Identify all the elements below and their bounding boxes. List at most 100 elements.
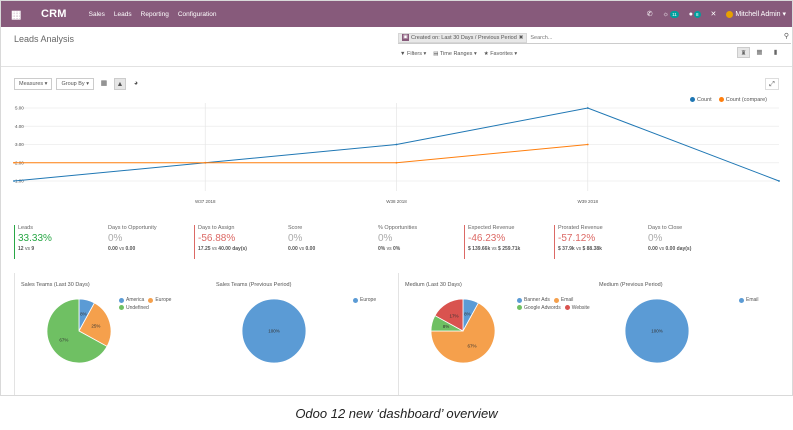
menu-sales[interactable]: Sales [88,10,105,18]
kpi-label: Days to Assign [198,225,235,231]
kpi-previous: 9 [31,246,35,252]
pie-legend-item[interactable]: Banner Ads [517,297,550,303]
legend-label: Undefined [126,304,149,311]
kpi-card[interactable]: Days to Assign -56.88% 17.25 vs 40.00 day(… [194,225,284,259]
legend-label: America [126,297,145,303]
data-point[interactable] [395,143,398,146]
time-ranges-dropdown[interactable]: ▤ Time Ranges ▾ [433,51,477,57]
kpi-previous: $ 259.71k [498,246,521,252]
kpi-card[interactable]: Prorated Revenue -57.12% $ 37.9k vs $ 88.3… [554,225,644,259]
pie-legend-item[interactable]: Europe [148,297,171,303]
kpi-card[interactable]: Days to Close 0% 0.00 vs 0.00 day(s) [644,225,734,259]
pie-legend-item[interactable]: Undefined [119,305,149,311]
data-point[interactable] [586,143,589,146]
pie-legend: Europe [353,297,393,305]
pie-slice[interactable] [78,302,112,347]
legend-dot [148,297,154,303]
data-point[interactable] [13,180,15,182]
legend-dot [718,97,724,103]
filters-dropdown[interactable]: ▼ Filters ▾ [400,51,427,57]
pie-legend: Email [739,297,779,305]
pie-slice-label: 67% [467,344,476,349]
kpi-card[interactable]: Days to Opportunity 0% 0.00 vs 0.00 [104,225,194,259]
kpi-current: $ 139.66k [468,246,491,252]
group-by-dropdown[interactable]: Group By ▾ [56,78,94,90]
kpi-value: 0% [378,233,393,244]
pie-slice[interactable] [624,298,690,364]
avatar [726,10,734,18]
measures-dropdown[interactable]: Measures ▾ [14,78,53,90]
x-tick-label: W37 2018 [195,199,216,204]
menu-reporting[interactable]: Reporting [140,10,169,18]
legend-dot [564,305,570,310]
kpi-card[interactable]: Score 0% 0.00 vs 0.00 [284,225,374,259]
data-point[interactable] [13,161,15,164]
kpi-label: Score [288,225,303,231]
pie-legend-item[interactable]: Europe [353,297,376,303]
y-tick-label: 5.00 [15,106,24,111]
data-point[interactable] [395,161,398,164]
kpi-comparison: 0.00 vs 0.00 day(s) [648,246,734,252]
pie-title: Medium (Previous Period) [599,282,663,288]
line-chart-icon[interactable]: ▲ [113,78,126,90]
kpi-current: 12 [18,246,24,252]
facet-label: Created on: Last 30 Days / Previous Peri… [411,34,517,41]
search-facet[interactable]: ▣ Created on: Last 30 Days / Previous Pe… [398,32,528,43]
pie-legend-item[interactable]: Website [564,305,590,311]
pie-slice-label: 17% [450,313,459,318]
legend-item-count[interactable]: Count [690,97,712,103]
expand-icon[interactable]: ⤢ [765,78,779,90]
bar-chart-icon[interactable]: ▦ [100,80,108,87]
kpi-previous: 0.00 day(s) [665,246,692,252]
kpi-card[interactable]: Expected Revenue -46.23% $ 139.66k vs $ 25… [464,225,554,259]
divider [14,273,15,395]
kpi-value: 0% [288,233,303,244]
pie-title: Medium (Last 30 Days) [405,282,462,288]
y-tick-label: 4.00 [15,124,24,129]
kpi-comparison: 0.00 vs 0.00 [288,246,374,252]
kpi-vs: vs [386,246,392,252]
close-icon[interactable]: ✕ [710,11,717,18]
menu-configuration[interactable]: Configuration [177,10,217,18]
kpi-previous: 0.00 [305,246,316,252]
kpi-vs: vs [491,246,497,252]
data-point[interactable] [204,161,207,164]
kpi-card[interactable]: % Opportunities 0% 0% vs 0% [374,225,464,259]
pie-slice[interactable] [430,302,496,364]
pie-slice[interactable] [46,298,108,364]
kpi-value: 0% [108,233,123,244]
kpi-current: 0.00 [108,246,118,252]
series-line-1[interactable] [14,144,588,164]
time-ranges-label: Time Ranges [439,51,473,57]
menu-leads[interactable]: Leads [113,10,132,18]
kpi-card[interactable]: Leads 33.33% 12 vs 9 [14,225,104,259]
data-point[interactable] [586,107,589,109]
app-brand[interactable]: CRM [41,8,67,20]
pie-chart-icon[interactable]: ◕ [133,80,139,87]
facet-remove-icon[interactable]: ✖ [518,34,524,41]
search-input[interactable] [530,34,681,41]
pie-legend-item[interactable]: Email [553,297,573,303]
user-menu[interactable]: Mitchell Admin ▾ [726,10,786,18]
kpi-label: % Opportunities [378,225,418,231]
favorites-dropdown[interactable]: ★ Favorites ▾ [483,51,518,57]
data-point[interactable] [778,180,780,182]
legend-label: Europe [360,297,377,303]
pie-slice[interactable] [434,298,464,332]
legend-dot [119,305,124,310]
pie-legend-item[interactable]: America [119,297,144,303]
activity-icon[interactable]: ● 8 [688,10,701,18]
dashboard-view-icon[interactable]: ♜ [737,47,750,58]
apps-menu-icon[interactable]: ▦ [11,8,22,21]
phone-icon[interactable]: ✆ [646,11,653,18]
graph-view-icon[interactable]: ▮ [773,49,778,56]
pie-legend-item[interactable]: Google Adwords [517,305,561,311]
kpi-vs: vs [119,246,125,252]
pie-slice[interactable] [241,298,307,364]
search-icon[interactable]: ⚲ [783,33,789,40]
pie-legend-item[interactable]: Email [739,297,759,303]
legend-item-count-compare[interactable]: Count (compare) [718,97,767,103]
pivot-view-icon[interactable]: ▦ [756,49,763,56]
legend-dot [119,297,124,303]
chat-icon[interactable]: ☼ 11 [662,10,679,18]
